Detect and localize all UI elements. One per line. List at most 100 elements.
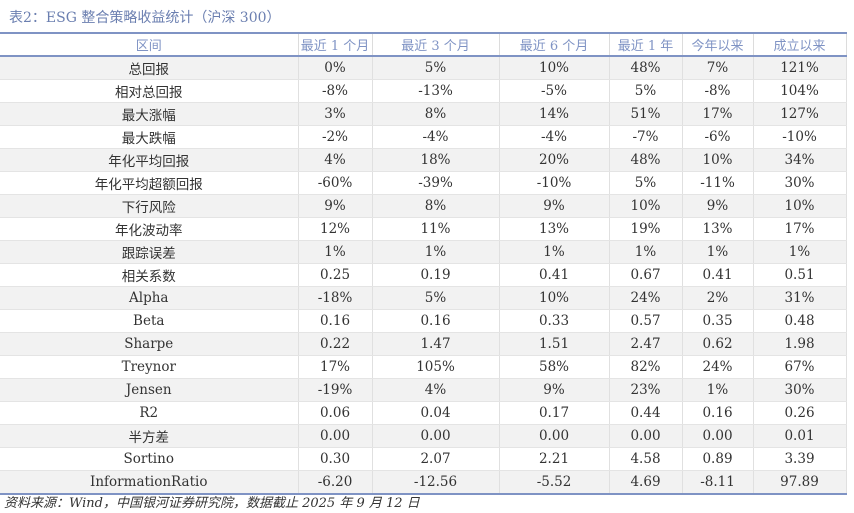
cell-value: 104% [753,79,847,103]
cell-value: 0.44 [609,401,683,425]
cell-value: -11% [682,171,754,195]
cell-value: 31% [753,286,847,310]
cell-value: -10% [499,171,610,195]
column-header: 最近 6 个月 [499,33,610,57]
cell-value: 17% [753,217,847,241]
table-row: Beta 0.16 0.16 0.33 0.57 0.35 0.48 [0,309,847,333]
row-label: Sortino [0,447,299,471]
column-header: 最近 3 个月 [372,33,500,57]
cell-value: 9% [499,194,610,218]
cell-value: -8% [298,79,373,103]
table-row: 总回报 0% 5% 10% 48% 7% 121% [0,56,847,80]
cell-value: 1% [753,240,847,264]
header-row: 区间 最近 1 个月 最近 3 个月 最近 6 个月 最近 1 年今年以来 成立以来 [0,33,847,57]
table-row: Jensen -19% 4% 9% 23% 1% 30% [0,378,847,402]
row-label: 最大跌幅 [0,125,299,149]
cell-value: -7% [609,125,683,149]
cell-value: 3.39 [753,447,847,471]
cell-value: -10% [753,125,847,149]
cell-value: 24% [682,355,754,379]
table-row: 相关系数 0.25 0.19 0.41 0.67 0.41 0.51 [0,263,847,287]
cell-value: 23% [609,378,683,402]
cell-value: 0.25 [298,263,373,287]
cell-value: 10% [609,194,683,218]
cell-value: 10% [753,194,847,218]
cell-value: 7% [682,56,754,80]
cell-value: 0.48 [753,309,847,333]
cell-value: 5% [372,56,500,80]
row-label: 跟踪误差 [0,240,299,264]
cell-value: 0.57 [609,309,683,333]
cell-value: 0.00 [298,424,373,448]
cell-value: 8% [372,194,500,218]
cell-value: 0.16 [682,401,754,425]
cell-value: 1.51 [499,332,610,356]
cell-value: -39% [372,171,500,195]
cell-value: -2% [298,125,373,149]
cell-value: 0.00 [682,424,754,448]
cell-value: 9% [298,194,373,218]
cell-value: 4% [298,148,373,172]
cell-value: 19% [609,217,683,241]
column-header: 区间 [0,33,299,57]
cell-value: 17% [298,355,373,379]
cell-value: 4.69 [609,470,683,495]
table-row: Sharpe 0.22 1.47 1.51 2.47 0.62 1.98 [0,332,847,356]
esg-returns-table: 区间 最近 1 个月 最近 3 个月 最近 6 个月 最近 1 年今年以来 成立以来 总回… [0,32,847,495]
cell-value: 0.17 [499,401,610,425]
cell-value: 0.16 [372,309,500,333]
cell-value: 67% [753,355,847,379]
cell-value: 1% [298,240,373,264]
cell-value: 1% [682,240,754,264]
cell-value: 105% [372,355,500,379]
cell-value: 48% [609,148,683,172]
cell-value: -13% [372,79,500,103]
cell-value: 0.00 [609,424,683,448]
row-label: 最大涨幅 [0,102,299,126]
cell-value: 2.21 [499,447,610,471]
cell-value: 0.35 [682,309,754,333]
cell-value: -5% [499,79,610,103]
row-label: 年化平均超额回报 [0,171,299,195]
table-row: 年化平均超额回报 -60% -39% -10% 5% -11% 30% [0,171,847,195]
row-label: 年化平均回报 [0,148,299,172]
cell-value: 1% [609,240,683,264]
cell-value: 5% [609,79,683,103]
cell-value: 2% [682,286,754,310]
cell-value: 0.33 [499,309,610,333]
row-label: 相对总回报 [0,79,299,103]
table-row: 半方差 0.00 0.00 0.00 0.00 0.00 0.01 [0,424,847,448]
cell-value: 0.01 [753,424,847,448]
cell-value: 121% [753,56,847,80]
cell-value: 2.07 [372,447,500,471]
cell-value: -12.56 [372,470,500,495]
cell-value: 4% [372,378,500,402]
table-caption: 表2：ESG 整合策略收益统计（沪深 300） [9,10,281,26]
cell-value: 5% [372,286,500,310]
cell-value: 0.51 [753,263,847,287]
cell-value: 127% [753,102,847,126]
cell-value: 58% [499,355,610,379]
cell-value: -19% [298,378,373,402]
cell-value: -18% [298,286,373,310]
cell-value: 1.47 [372,332,500,356]
table-row: 跟踪误差 1% 1% 1% 1% 1% 1% [0,240,847,264]
row-label: Sharpe [0,332,299,356]
cell-value: 0% [298,56,373,80]
cell-value: 51% [609,102,683,126]
cell-value: 1.98 [753,332,847,356]
cell-value: 14% [499,102,610,126]
cell-value: 20% [499,148,610,172]
cell-value: 12% [298,217,373,241]
row-label: Alpha [0,286,299,310]
cell-value: -4% [372,125,500,149]
cell-value: 0.26 [753,401,847,425]
row-label: 下行风险 [0,194,299,218]
cell-value: -8% [682,79,754,103]
table-row: 最大涨幅 3% 8% 14% 51% 17% 127% [0,102,847,126]
cell-value: 0.04 [372,401,500,425]
row-label: R2 [0,401,299,425]
cell-value: 30% [753,378,847,402]
cell-value: 34% [753,148,847,172]
cell-value: 18% [372,148,500,172]
